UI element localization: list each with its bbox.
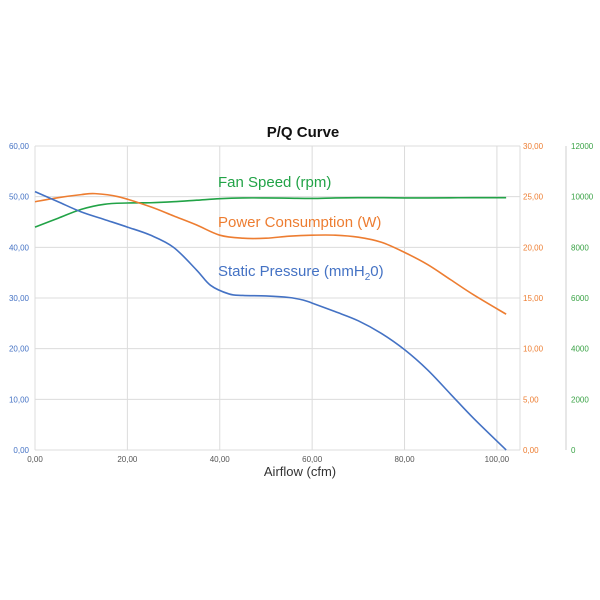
x-axis-ticks: 0,00 20,00 40,00 60,00 80,00 100,00 [27,455,509,464]
right-speed-tick-label: 2000 [571,395,589,404]
right-axis-speed-ticks: 0 2000 4000 6000 8000 10000 12000 [565,142,594,455]
static-pressure-label-subscript: 2 [365,272,371,283]
x-tick-label: 20,00 [117,455,138,464]
x-tick-label: 80,00 [395,455,416,464]
static-pressure-label-text: Static Pressure (mmH [218,263,365,280]
static-pressure-line [34,190,507,451]
right-power-tick-label: 5,00 [523,395,539,404]
right-power-tick-label: 20,00 [523,243,544,252]
left-tick-label: 0,00 [13,446,29,455]
left-tick-label: 10,00 [9,395,30,404]
right-speed-tick-label: 12000 [571,142,594,151]
left-tick-label: 20,00 [9,345,30,354]
left-tick-label: 60,00 [9,142,30,151]
right-speed-tick-label: 6000 [571,294,589,303]
static-pressure-label-suffix: 0) [370,263,383,280]
fan-speed-label-text: Fan Speed (rpm) [218,174,331,191]
right-power-tick-label: 10,00 [523,345,544,354]
x-axis-label: Airflow (cfm) [264,464,336,479]
right-power-tick-label: 25,00 [523,193,544,202]
power-consumption-line [34,192,507,315]
fan-speed-label: Fan Speed (rpm) [218,174,331,191]
left-axis-ticks: 0,00 10,00 20,00 30,00 40,00 50,00 60,00 [9,142,30,455]
power-consumption-label-text: Power Consumption (W) [218,214,381,231]
right-axis-power-ticks: 0,00 5,00 10,00 15,00 20,00 25,00 30,00 [523,142,544,455]
power-consumption-label: Power Consumption (W) [218,214,381,231]
right-speed-tick-label: 0 [571,446,576,455]
right-power-tick-label: 30,00 [523,142,544,151]
x-tick-label: 40,00 [210,455,231,464]
right-speed-tick-label: 10000 [571,193,594,202]
x-tick-label: 0,00 [27,455,43,464]
x-tick-label: 100,00 [485,455,510,464]
fan-speed-line [34,196,507,228]
left-tick-label: 40,00 [9,243,30,252]
static-pressure-label: Static Pressure (mmH20) [218,263,384,283]
series-lines [34,190,507,451]
right-power-tick-label: 0,00 [523,446,539,455]
right-speed-tick-label: 8000 [571,243,589,252]
left-tick-label: 30,00 [9,294,30,303]
grid [34,145,521,451]
series-labels: Fan Speed (rpm) Power Consumption (W) Stat… [218,174,384,283]
left-tick-label: 50,00 [9,193,30,202]
x-tick-label: 60,00 [302,455,323,464]
right-power-tick-label: 15,00 [523,294,544,303]
chart-title: P/Q Curve [267,124,340,141]
right-speed-tick-label: 4000 [571,345,589,354]
